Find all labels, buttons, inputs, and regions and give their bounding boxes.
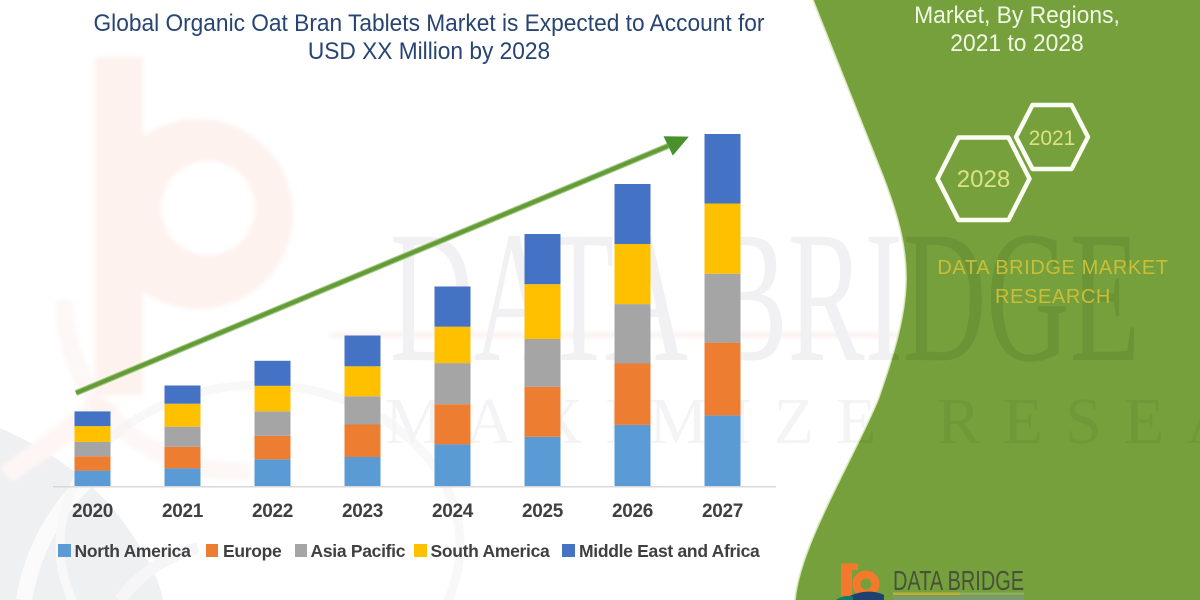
svg-text:DATA BRIDGE: DATA BRIDGE (893, 565, 1024, 596)
svg-text:2028: 2028 (957, 166, 1010, 193)
svg-text:2021: 2021 (1029, 127, 1076, 150)
